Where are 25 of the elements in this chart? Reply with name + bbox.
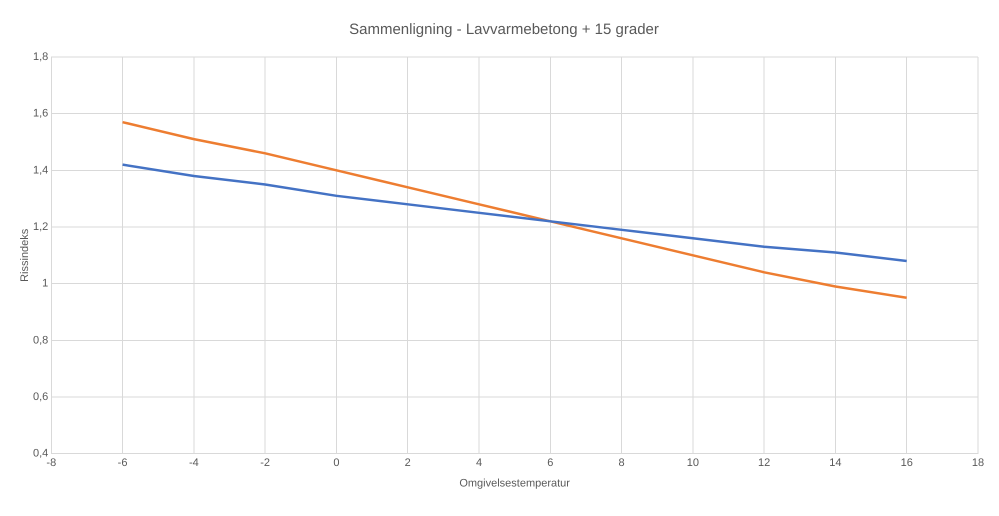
x-tick-label: -4 (188, 457, 199, 470)
x-tick-label: 6 (547, 457, 554, 470)
y-axis-title: Rissindeks (19, 228, 31, 282)
y-tick-label: 1,2 (32, 221, 48, 234)
x-tick-label: 2 (404, 457, 411, 470)
y-tick-label: 0,4 (32, 448, 48, 460)
y-tick-label: 1,6 (32, 108, 48, 120)
x-tick-label: 16 (900, 457, 913, 470)
y-tick-label: 1,4 (32, 164, 48, 176)
x-tick-label: -6 (118, 457, 128, 470)
x-tick-label: 0 (333, 457, 340, 470)
y-tick-label: 1,8 (32, 51, 48, 64)
x-tick-label: -8 (46, 457, 56, 470)
y-tick-label: 1 (42, 278, 48, 290)
x-tick-label: -2 (260, 457, 270, 470)
x-tick-label: 18 (972, 457, 984, 470)
x-tick-label: 8 (618, 457, 625, 470)
y-tick-label: 0,8 (32, 334, 48, 346)
x-tick-label: 14 (829, 457, 842, 470)
x-axis-title: Omgivelsestemperatur (459, 477, 570, 490)
x-tick-label: 12 (758, 457, 770, 470)
x-tick-label: 10 (686, 457, 699, 470)
x-tick-label: 4 (476, 457, 482, 470)
y-tick-label: 0,6 (32, 390, 48, 403)
chart-title: Sammenligning - Lavvarmebetong + 15 grader (349, 21, 659, 38)
